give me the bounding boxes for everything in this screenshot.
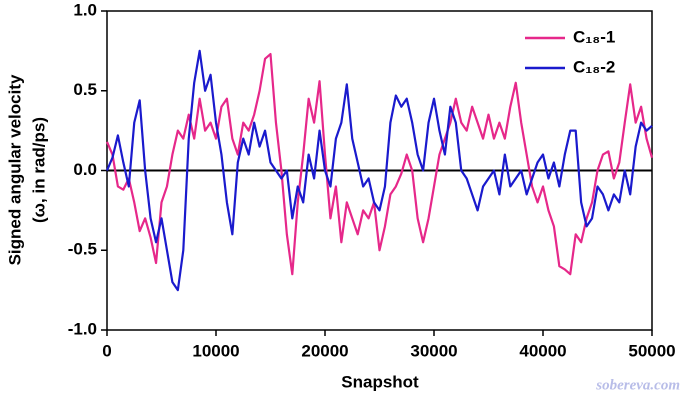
x-tick-label: 0 [102, 341, 111, 360]
y-axis-label: Signed angular velocity [5, 74, 24, 265]
series-line [105, 49, 653, 292]
y-axis-label: (ω, in rad/ps) [29, 117, 48, 223]
x-tick-label: 10000 [192, 341, 239, 360]
legend-label: C₁₈-2 [573, 57, 615, 76]
x-tick-label: 20000 [301, 341, 348, 360]
y-tick-label: 0.5 [73, 80, 97, 99]
y-tick-label: -1.0 [68, 319, 97, 338]
y-tick-label: 1.0 [73, 0, 97, 19]
x-tick-label: 40000 [519, 341, 566, 360]
x-tick-label: 50000 [628, 341, 675, 360]
x-axis-label: Snapshot [341, 372, 419, 391]
series-line [105, 52, 654, 276]
y-tick-label: -0.5 [68, 240, 97, 259]
x-tick-label: 30000 [410, 341, 457, 360]
watermark: sobereva.com [595, 377, 680, 393]
legend-label: C₁₈-1 [573, 27, 615, 46]
y-tick-label: 0.0 [73, 160, 97, 179]
